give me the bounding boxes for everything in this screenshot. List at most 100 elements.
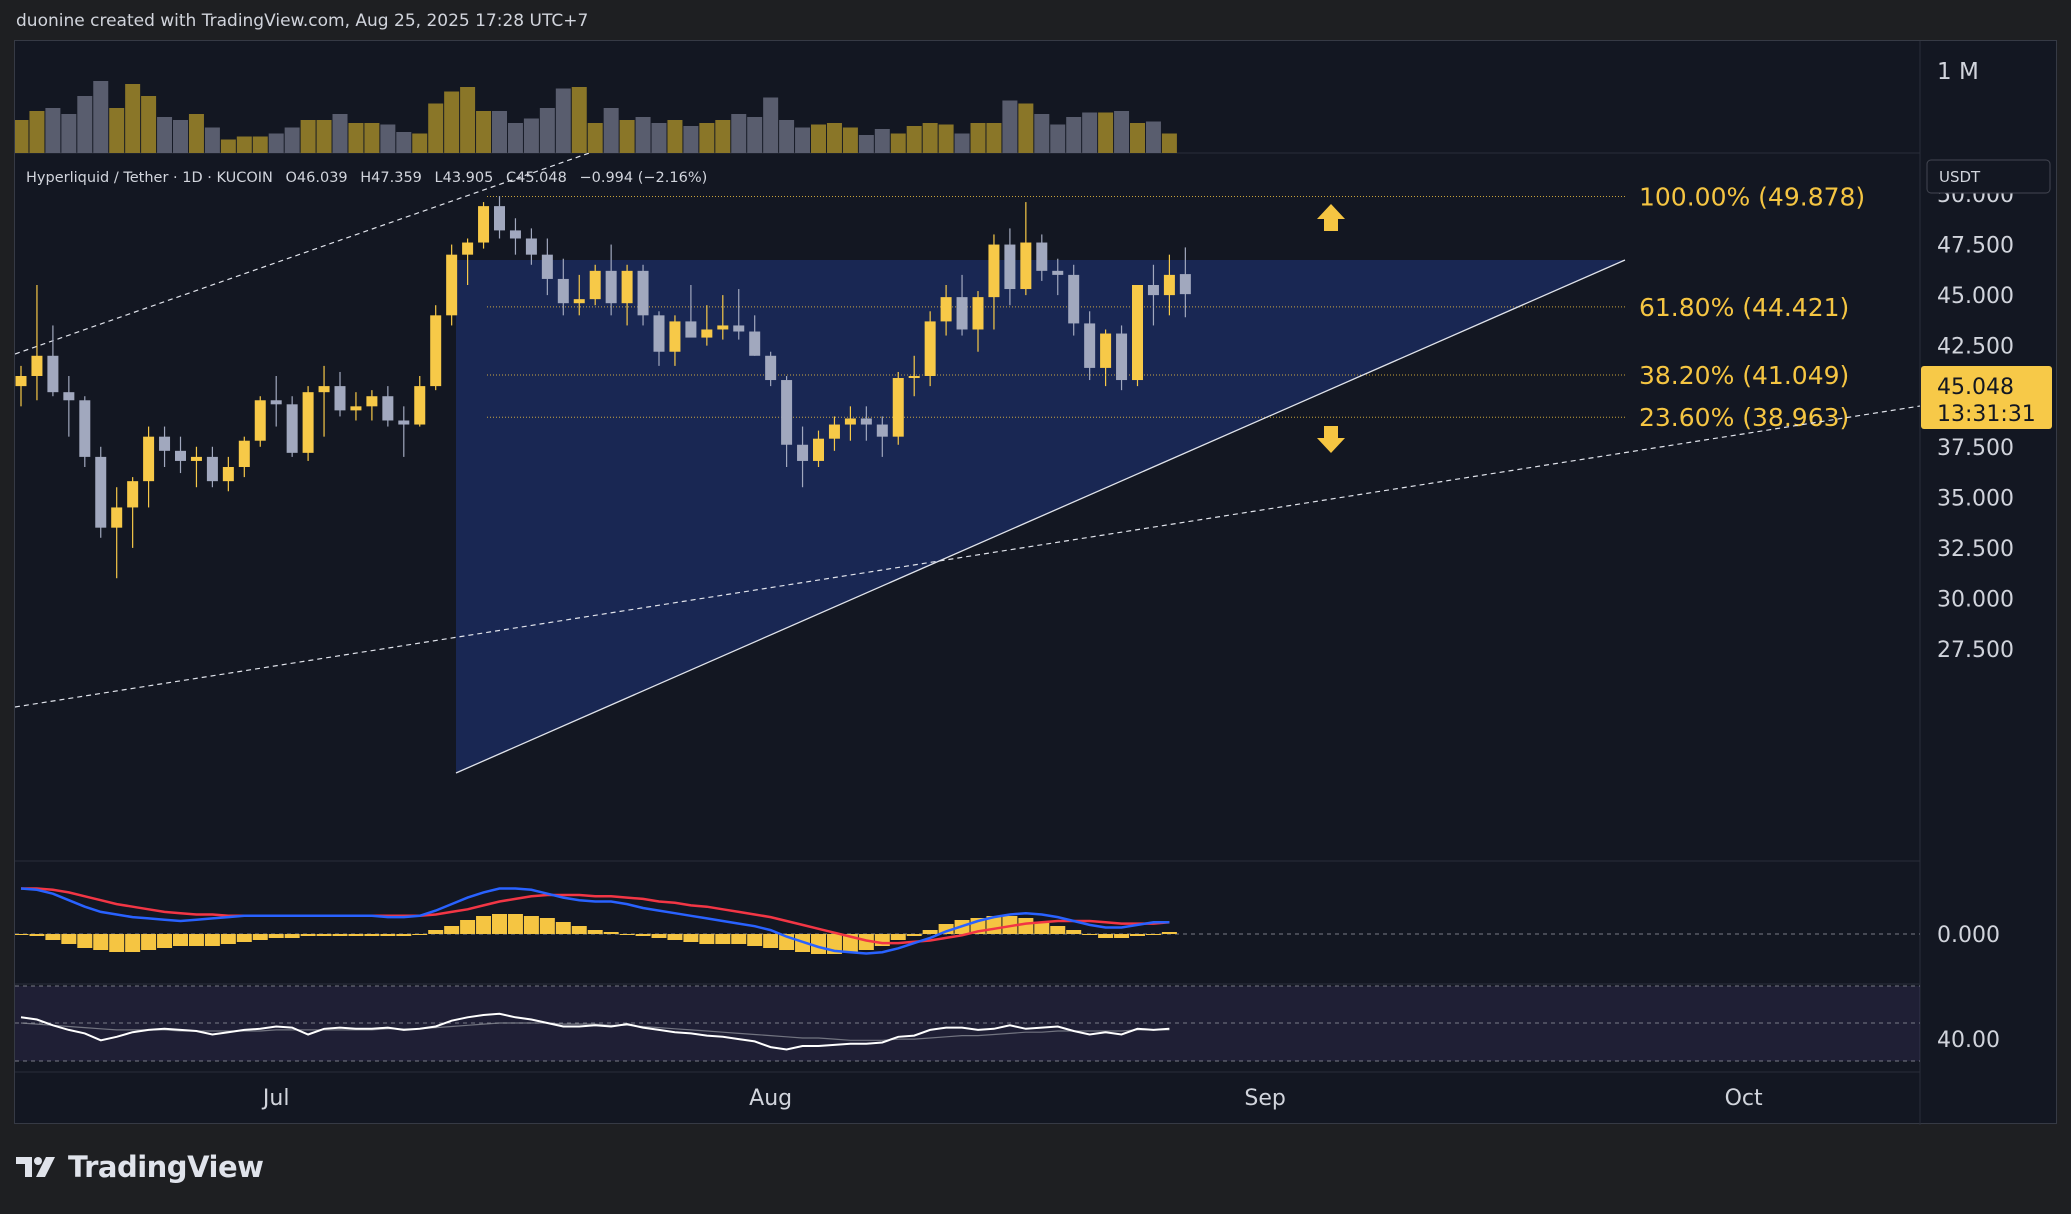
candle-body	[749, 331, 761, 356]
candle-body	[797, 444, 809, 461]
legend-open: 46.039	[297, 170, 348, 186]
volume-bar	[188, 114, 204, 153]
macd-histogram-bar	[555, 922, 571, 934]
volume-bar	[938, 124, 954, 153]
volume-bar	[906, 126, 922, 153]
candle-body	[254, 400, 266, 441]
brand-name: TradingView	[68, 1150, 264, 1184]
candle-body	[222, 467, 234, 482]
macd-histogram-bar	[173, 934, 188, 946]
macd-histogram-bar	[188, 934, 204, 946]
volume-bar	[157, 117, 173, 153]
candle-body	[908, 376, 920, 379]
candle-body	[350, 406, 362, 411]
candle-body	[972, 297, 984, 330]
candle-body	[892, 378, 904, 437]
legend-high: 47.359	[371, 170, 422, 186]
chart-frame[interactable]: 100.00% (49.878) 61.80% (44.421) 38.20% (4…	[14, 40, 2058, 1125]
price-tick-label: 27.500	[1937, 638, 2014, 663]
symbol-legend: Hyperliquid / Tether · 1D · KUCOIN O46.0…	[26, 170, 707, 186]
macd-histogram-bar	[412, 934, 428, 935]
volume-bar	[460, 87, 476, 153]
volume-bar	[492, 111, 507, 153]
volume-bar	[539, 108, 555, 153]
volume-bar	[1082, 112, 1098, 153]
macd-histogram-bar	[61, 934, 77, 944]
candle-body	[589, 270, 601, 300]
price-tick-label: 47.500	[1937, 234, 2014, 259]
legend-low: 43.905	[443, 170, 494, 186]
trendlines[interactable]	[15, 150, 1921, 774]
macd-histogram-bar	[906, 934, 922, 936]
currency-selector[interactable]	[1926, 159, 2051, 194]
macd-histogram-bar	[571, 926, 587, 934]
direction-arrows[interactable]	[1317, 204, 1345, 453]
volume-bar	[651, 123, 667, 153]
currency-label[interactable]: USDT	[1939, 168, 1981, 186]
candle-body	[31, 355, 43, 376]
macd-histogram-bar	[1161, 932, 1177, 934]
volume-bar	[412, 133, 428, 153]
fibonacci-levels[interactable]: 100.00% (49.878) 61.80% (44.421) 38.20% (4…	[487, 182, 1865, 432]
volume-bar	[348, 123, 364, 153]
interval-label[interactable]: 1 M	[1937, 59, 1979, 85]
candle-body	[1084, 323, 1096, 368]
macd-histogram-bar	[252, 934, 268, 940]
volume-bar	[619, 120, 635, 153]
macd-signal-line	[21, 887, 1170, 945]
macd-tick-label: 0.000	[1937, 923, 2000, 948]
fib-level-label: 23.60% (38.963)	[1639, 403, 1849, 432]
macd-histogram-bar	[651, 934, 667, 938]
volume-bar	[45, 108, 61, 153]
candle-body	[1132, 285, 1143, 381]
volume-bar	[1002, 100, 1018, 153]
volume-bar	[1130, 123, 1145, 153]
time-tick-label: Oct	[1725, 1086, 1763, 1111]
volume-bar	[444, 91, 460, 153]
candle-body	[462, 242, 474, 255]
time-axis[interactable]: Jul Aug Sep Oct	[261, 1086, 1763, 1111]
volume-bar	[731, 114, 747, 153]
legend-low-label: L	[435, 170, 443, 186]
volume-bar	[603, 108, 619, 153]
candle-body	[318, 386, 330, 393]
macd-histogram-bar	[45, 934, 61, 940]
candle-body	[701, 329, 713, 338]
macd-line	[20, 887, 1170, 955]
candle-body	[509, 230, 521, 239]
tradingview-logo-icon	[16, 1157, 55, 1177]
macd-histogram-bar	[922, 930, 938, 934]
candlestick-series	[15, 196, 1191, 579]
volume-bar	[252, 136, 268, 153]
fib-level-label: 38.20% (41.049)	[1639, 361, 1849, 390]
fib-level-label: 100.00% (49.878)	[1639, 182, 1865, 211]
candle-body	[334, 386, 346, 411]
macd-histogram-bar	[699, 934, 715, 944]
candle-body	[813, 438, 824, 461]
volume-bar	[284, 127, 300, 153]
macd-histogram-bar	[364, 934, 380, 936]
brand[interactable]: TradingView	[16, 1150, 264, 1184]
macd-histogram-bar	[157, 934, 173, 948]
arrow-up-icon	[1317, 204, 1345, 231]
macd-histogram-bar	[1145, 934, 1161, 935]
macd-histogram-bar	[268, 934, 284, 938]
macd-histogram-bar	[507, 914, 523, 934]
chart-canvas[interactable]: 100.00% (49.878) 61.80% (44.421) 38.20% (4…	[15, 41, 2058, 1125]
macd-histogram-bar	[858, 934, 874, 950]
candle-body	[1004, 244, 1016, 290]
volume-bar	[667, 120, 683, 153]
macd-histogram-bar	[747, 934, 763, 946]
price-axis[interactable]: 50.00047.50045.00042.50040.00037.50035.0…	[1937, 183, 2014, 663]
volume-bar	[523, 118, 539, 153]
macd-histogram-bar	[300, 934, 316, 936]
volume-bar	[811, 124, 826, 153]
candle-body	[95, 456, 107, 528]
candle-body	[1147, 285, 1159, 296]
arrow-down-icon	[1317, 426, 1345, 453]
macd-histogram-bar	[125, 934, 141, 952]
macd-histogram-bar	[731, 934, 747, 944]
candle-body	[1052, 270, 1064, 275]
legend-close-label: C	[506, 170, 516, 186]
volume-bar	[364, 123, 380, 153]
